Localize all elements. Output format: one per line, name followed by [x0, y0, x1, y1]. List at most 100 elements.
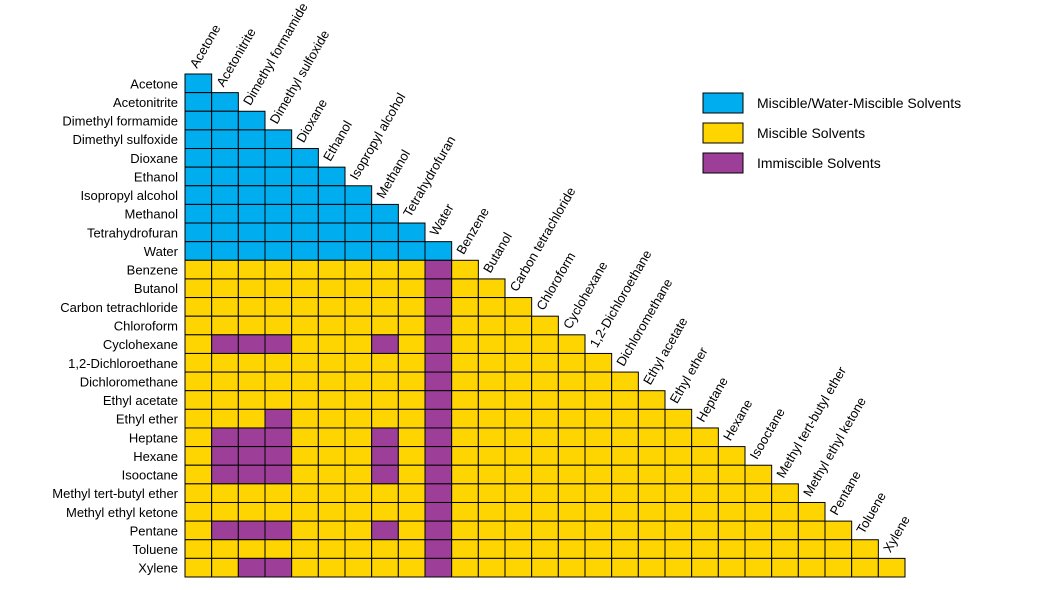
row-label-isopropyl-alcohol: Isopropyl alcohol	[80, 188, 178, 203]
column-label-carbon-tetrachloride: Carbon tetrachloride	[507, 185, 579, 295]
cell-hexane-cyclohexane	[557, 446, 586, 466]
cell-pentane-pentane	[824, 520, 853, 541]
cell-1-2-dichloroethane-cyclohexane	[557, 352, 586, 373]
cell-ethyl-ether-chloroform	[531, 408, 559, 429]
cell-isooctane-ethanol	[317, 464, 346, 485]
heatmap-cells	[184, 73, 906, 578]
cell-cyclohexane-butanol	[477, 334, 506, 354]
cell-xylene-ethyl-ether	[664, 557, 693, 578]
cell-ethyl-ether-dichloromethane	[611, 408, 639, 429]
cell-isooctane-water	[424, 464, 453, 485]
cell-isooctane-tetrahydrofuran	[397, 464, 426, 485]
cell-hexane-1-2-dichloroethane	[584, 446, 613, 466]
cell-methyl-tert-butyl-ether-dimethyl-formamide	[237, 483, 266, 503]
cell-methyl-tert-butyl-ether-isopropyl-alcohol	[344, 483, 373, 503]
cell-water-dimethyl-formamide	[237, 241, 266, 261]
cell-toluene-toluene	[851, 539, 879, 559]
cell-carbon-tetrachloride-ethanol	[317, 297, 346, 317]
cell-toluene-ethyl-ether	[664, 539, 693, 559]
cell-isooctane-1-2-dichloroethane	[584, 464, 613, 485]
cell-toluene-carbon-tetrachloride	[504, 539, 533, 559]
cell-benzene-dimethyl-sulfoxide	[264, 259, 293, 280]
cell-1-2-dichloroethane-benzene	[451, 352, 479, 373]
cell-chloroform-ethanol	[317, 315, 346, 336]
row-label-ethanol: Ethanol	[134, 169, 178, 184]
cell-pentane-1-2-dichloroethane	[584, 520, 613, 541]
cell-methyl-ethyl-ketone-methanol	[371, 501, 399, 522]
cell-water-acetonitrite	[211, 241, 239, 261]
cell-methyl-tert-butyl-ether-methanol	[371, 483, 399, 503]
cell-1-2-dichloroethane-butanol	[477, 352, 506, 373]
cell-butanol-tetrahydrofuran	[397, 278, 426, 299]
cell-carbon-tetrachloride-benzene	[451, 297, 479, 317]
cell-dichloromethane-tetrahydrofuran	[397, 371, 426, 392]
cell-heptane-dioxane	[291, 427, 319, 448]
cell-methyl-ethyl-ketone-ethanol	[317, 501, 346, 522]
cell-ethyl-ether-1-2-dichloroethane	[584, 408, 613, 429]
cell-dichloromethane-cyclohexane	[557, 371, 586, 392]
cell-methyl-tert-butyl-ether-isooctane	[744, 483, 773, 503]
row-label-methyl-ethyl-ketone: Methyl ethyl ketone	[66, 505, 178, 520]
cell-hexane-carbon-tetrachloride	[504, 446, 533, 466]
cell-ethyl-ether-dimethyl-formamide	[237, 408, 266, 429]
cell-tetrahydrofuran-acetonitrite	[211, 222, 239, 243]
cell-hexane-butanol	[477, 446, 506, 466]
cell-pentane-water	[424, 520, 453, 541]
cell-xylene-dichloromethane	[611, 557, 639, 578]
cell-methyl-tert-butyl-ether-tetrahydrofuran	[397, 483, 426, 503]
cell-cyclohexane-ethanol	[317, 334, 346, 354]
cell-dichloromethane-benzene	[451, 371, 479, 392]
cell-acetone-acetone	[184, 73, 213, 94]
cell-tetrahydrofuran-ethanol	[317, 222, 346, 243]
cell-xylene-water	[424, 557, 453, 578]
cell-water-water	[424, 241, 453, 261]
cell-isopropyl-alcohol-ethanol	[317, 185, 346, 205]
cell-heptane-water	[424, 427, 453, 448]
cell-heptane-cyclohexane	[557, 427, 586, 448]
cell-xylene-isopropyl-alcohol	[344, 557, 373, 578]
cell-methyl-tert-butyl-ether-dimethyl-sulfoxide	[264, 483, 293, 503]
cell-benzene-water	[424, 259, 453, 280]
cell-methyl-tert-butyl-ether-cyclohexane	[557, 483, 586, 503]
row-label-carbon-tetrachloride: Carbon tetrachloride	[60, 300, 178, 315]
cell-ethyl-acetate-ethyl-acetate	[637, 390, 666, 410]
cell-chloroform-chloroform	[531, 315, 559, 336]
row-label-acetone: Acetone	[130, 76, 178, 91]
cell-isooctane-methanol	[371, 464, 399, 485]
cell-isooctane-dimethyl-formamide	[237, 464, 266, 485]
cell-cyclohexane-dimethyl-sulfoxide	[264, 334, 293, 354]
cell-hexane-heptane	[691, 446, 719, 466]
cell-xylene-acetonitrite	[211, 557, 239, 578]
cell-pentane-acetone	[184, 520, 213, 541]
cell-toluene-water	[424, 539, 453, 559]
cell-1-2-dichloroethane-dioxane	[291, 352, 319, 373]
cell-ethanol-dimethyl-formamide	[237, 166, 266, 187]
cell-xylene-ethyl-acetate	[637, 557, 666, 578]
cell-xylene-acetone	[184, 557, 213, 578]
cell-ethyl-ether-cyclohexane	[557, 408, 586, 429]
row-label-dimethyl-formamide: Dimethyl formamide	[62, 114, 178, 129]
cell-carbon-tetrachloride-tetrahydrofuran	[397, 297, 426, 317]
cell-isooctane-ethyl-ether	[664, 464, 693, 485]
cell-carbon-tetrachloride-carbon-tetrachloride	[504, 297, 533, 317]
cell-isooctane-isooctane	[744, 464, 773, 485]
cell-pentane-hexane	[717, 520, 746, 541]
column-label-isooctane: Isooctane	[747, 405, 788, 461]
cell-heptane-acetonitrite	[211, 427, 239, 448]
cell-cyclohexane-acetonitrite	[211, 334, 239, 354]
cell-methyl-tert-butyl-ether-methyl-tert-butyl-ether	[771, 483, 799, 503]
cell-methanol-acetonitrite	[211, 203, 239, 224]
cell-xylene-tetrahydrofuran	[397, 557, 426, 578]
column-label-acetone: Acetone	[187, 22, 224, 71]
cell-methyl-ethyl-ketone-tetrahydrofuran	[397, 501, 426, 522]
cell-isopropyl-alcohol-dimethyl-sulfoxide	[264, 185, 293, 205]
cell-methyl-tert-butyl-ether-dioxane	[291, 483, 319, 503]
cell-pentane-cyclohexane	[557, 520, 586, 541]
cell-benzene-dimethyl-formamide	[237, 259, 266, 280]
cell-carbon-tetrachloride-isopropyl-alcohol	[344, 297, 373, 317]
cell-ethyl-ether-ethyl-acetate	[637, 408, 666, 429]
cell-xylene-butanol	[477, 557, 506, 578]
cell-methyl-tert-butyl-ether-chloroform	[531, 483, 559, 503]
cell-tetrahydrofuran-tetrahydrofuran	[397, 222, 426, 243]
